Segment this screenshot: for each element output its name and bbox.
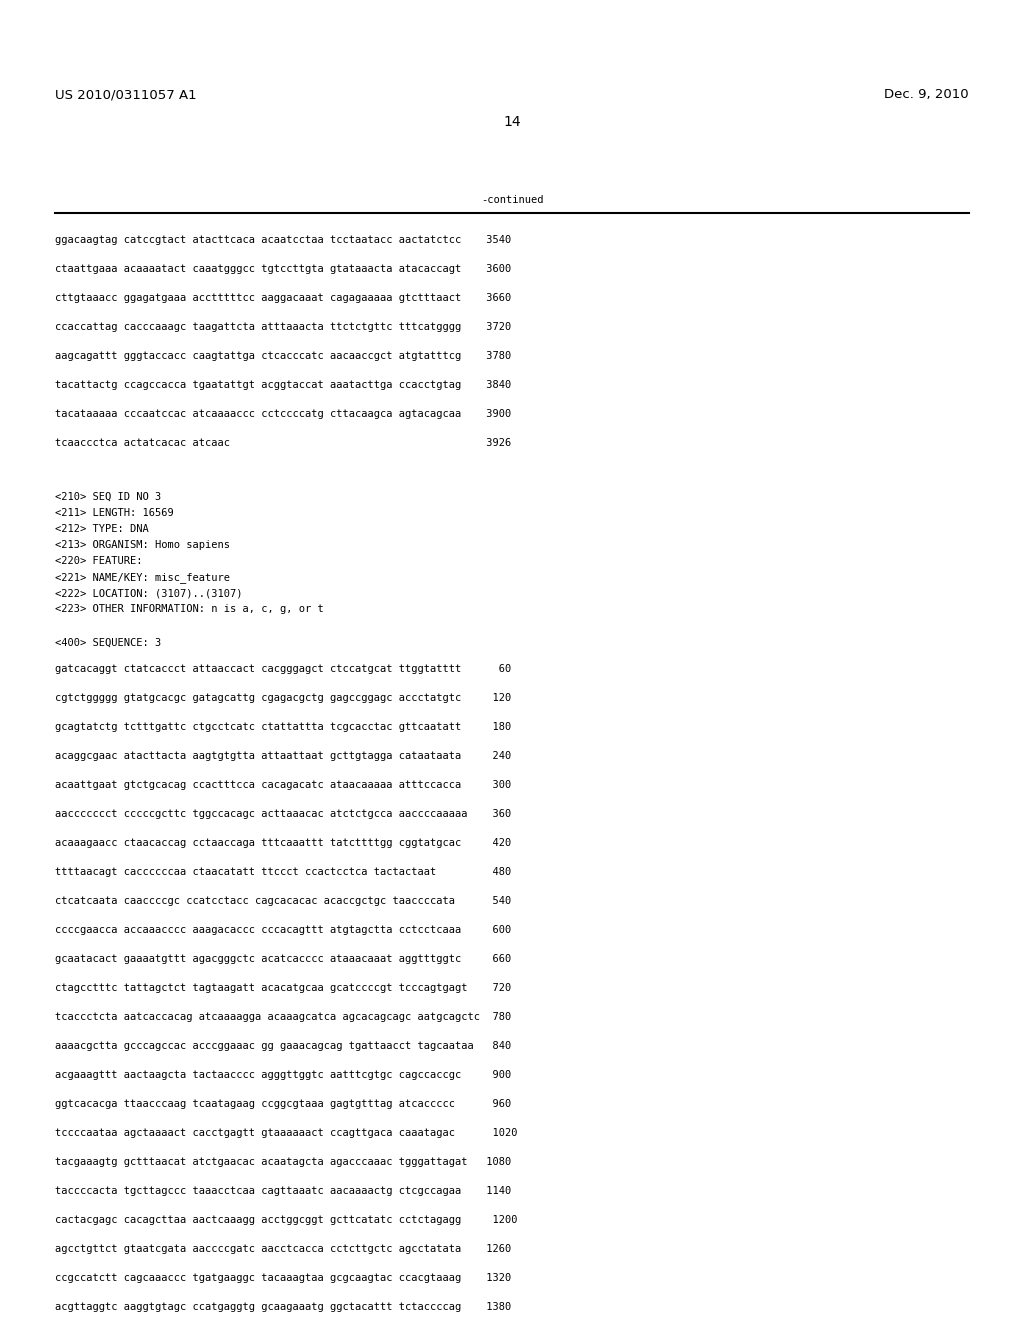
Text: <220> FEATURE:: <220> FEATURE: bbox=[55, 556, 142, 566]
Text: 14: 14 bbox=[503, 115, 521, 129]
Text: tacataaaaa cccaatccac atcaaaaccc cctccccatg cttacaagca agtacagcaa    3900: tacataaaaa cccaatccac atcaaaaccc cctcccc… bbox=[55, 409, 511, 418]
Text: US 2010/0311057 A1: US 2010/0311057 A1 bbox=[55, 88, 197, 102]
Text: tcaaccctca actatcacac atcaac                                         3926: tcaaccctca actatcacac atcaac 3926 bbox=[55, 438, 511, 447]
Text: Dec. 9, 2010: Dec. 9, 2010 bbox=[885, 88, 969, 102]
Text: <213> ORGANISM: Homo sapiens: <213> ORGANISM: Homo sapiens bbox=[55, 540, 230, 550]
Text: agcctgttct gtaatcgata aaccccgatc aacctcacca cctcttgctc agcctatata    1260: agcctgttct gtaatcgata aaccccgatc aacctca… bbox=[55, 1243, 511, 1254]
Text: cactacgagc cacagcttaa aactcaaagg acctggcggt gcttcatatc cctctagagg     1200: cactacgagc cacagcttaa aactcaaagg acctggc… bbox=[55, 1214, 517, 1225]
Text: <212> TYPE: DNA: <212> TYPE: DNA bbox=[55, 524, 148, 535]
Text: ccccgaacca accaaacccc aaagacaccc cccacagttt atgtagctta cctcctcaaa     600: ccccgaacca accaaacccc aaagacaccc cccacag… bbox=[55, 925, 511, 935]
Text: -continued: -continued bbox=[480, 195, 544, 205]
Text: <211> LENGTH: 16569: <211> LENGTH: 16569 bbox=[55, 508, 174, 517]
Text: <222> LOCATION: (3107)..(3107): <222> LOCATION: (3107)..(3107) bbox=[55, 587, 243, 598]
Text: ccaccattag cacccaaagc taagattcta atttaaacta ttctctgttc tttcatgggg    3720: ccaccattag cacccaaagc taagattcta atttaaa… bbox=[55, 322, 511, 333]
Text: aagcagattt gggtaccacc caagtattga ctcacccatc aacaaccgct atgtatttcg    3780: aagcagattt gggtaccacc caagtattga ctcaccc… bbox=[55, 351, 511, 360]
Text: <400> SEQUENCE: 3: <400> SEQUENCE: 3 bbox=[55, 638, 161, 648]
Text: cgtctggggg gtatgcacgc gatagcattg cgagacgctg gagccggagc accctatgtc     120: cgtctggggg gtatgcacgc gatagcattg cgagacg… bbox=[55, 693, 511, 704]
Text: aaccccccct cccccgcttc tggccacagc acttaaacac atctctgcca aaccccaaaaa    360: aaccccccct cccccgcttc tggccacagc acttaaa… bbox=[55, 809, 511, 818]
Text: <221> NAME/KEY: misc_feature: <221> NAME/KEY: misc_feature bbox=[55, 572, 230, 583]
Text: acgttaggtc aaggtgtagc ccatgaggtg gcaagaaatg ggctacattt tctaccccag    1380: acgttaggtc aaggtgtagc ccatgaggtg gcaagaa… bbox=[55, 1302, 511, 1312]
Text: ggtcacacga ttaacccaag tcaatagaag ccggcgtaaa gagtgtttag atcaccccc      960: ggtcacacga ttaacccaag tcaatagaag ccggcgt… bbox=[55, 1100, 511, 1109]
Text: tcaccctcta aatcaccacag atcaaaagga acaaagcatca agcacagcagc aatgcagctc  780: tcaccctcta aatcaccacag atcaaaagga acaaag… bbox=[55, 1012, 511, 1022]
Text: <223> OTHER INFORMATION: n is a, c, g, or t: <223> OTHER INFORMATION: n is a, c, g, o… bbox=[55, 605, 324, 614]
Text: ctagcctttc tattagctct tagtaagatt acacatgcaa gcatccccgt tcccagtgagt    720: ctagcctttc tattagctct tagtaagatt acacatg… bbox=[55, 983, 511, 993]
Text: tacgaaagtg gctttaacat atctgaacac acaatagcta agacccaaac tgggattagat   1080: tacgaaagtg gctttaacat atctgaacac acaatag… bbox=[55, 1158, 511, 1167]
Text: ggacaagtag catccgtact atacttcaca acaatcctaa tcctaatacc aactatctcc    3540: ggacaagtag catccgtact atacttcaca acaatcc… bbox=[55, 235, 511, 246]
Text: ccgccatctt cagcaaaccc tgatgaaggc tacaaagtaa gcgcaagtac ccacgtaaag    1320: ccgccatctt cagcaaaccc tgatgaaggc tacaaag… bbox=[55, 1272, 511, 1283]
Text: acaaagaacc ctaacaccag cctaaccaga tttcaaattt tatcttttgg cggtatgcac     420: acaaagaacc ctaacaccag cctaaccaga tttcaaa… bbox=[55, 838, 511, 847]
Text: tccccaataa agctaaaact cacctgagtt gtaaaaaact ccagttgaca caaatagac      1020: tccccaataa agctaaaact cacctgagtt gtaaaaa… bbox=[55, 1129, 517, 1138]
Text: ctaattgaaa acaaaatact caaatgggcc tgtccttgta gtataaacta atacaccagt    3600: ctaattgaaa acaaaatact caaatgggcc tgtcctt… bbox=[55, 264, 511, 275]
Text: <210> SEQ ID NO 3: <210> SEQ ID NO 3 bbox=[55, 492, 161, 502]
Text: acgaaagttt aactaagcta tactaacccc agggttggtc aatttcgtgc cagccaccgc     900: acgaaagttt aactaagcta tactaacccc agggttg… bbox=[55, 1071, 511, 1080]
Text: ctcatcaata caaccccgc ccatcctacc cagcacacac acaccgctgc taaccccata      540: ctcatcaata caaccccgc ccatcctacc cagcacac… bbox=[55, 896, 511, 906]
Text: taccccacta tgcttagccc taaacctcaa cagttaaatc aacaaaactg ctcgccagaa    1140: taccccacta tgcttagccc taaacctcaa cagttaa… bbox=[55, 1185, 511, 1196]
Text: gcaatacact gaaaatgttt agacgggctc acatcacccc ataaacaaat aggtttggtc     660: gcaatacact gaaaatgttt agacgggctc acatcac… bbox=[55, 954, 511, 964]
Text: acaggcgaac atacttacta aagtgtgtta attaattaat gcttgtagga cataataata     240: acaggcgaac atacttacta aagtgtgtta attaatt… bbox=[55, 751, 511, 762]
Text: tacattactg ccagccacca tgaatattgt acggtaccat aaatacttga ccacctgtag    3840: tacattactg ccagccacca tgaatattgt acggtac… bbox=[55, 380, 511, 389]
Text: cttgtaaacc ggagatgaaa acctttttcc aaggacaaat cagagaaaaa gtctttaact    3660: cttgtaaacc ggagatgaaa acctttttcc aaggaca… bbox=[55, 293, 511, 304]
Text: gatcacaggt ctatcaccct attaaccact cacgggagct ctccatgcat ttggtatttt      60: gatcacaggt ctatcaccct attaaccact cacggga… bbox=[55, 664, 511, 675]
Text: aaaacgctta gcccagccac acccggaaac gg gaaacagcag tgattaacct tagcaataa   840: aaaacgctta gcccagccac acccggaaac gg gaaa… bbox=[55, 1041, 511, 1051]
Text: acaattgaat gtctgcacag ccactttcca cacagacatc ataacaaaaa atttccacca     300: acaattgaat gtctgcacag ccactttcca cacagac… bbox=[55, 780, 511, 789]
Text: ttttaacagt caccccccaa ctaacatatt ttccct ccactcctca tactactaat         480: ttttaacagt caccccccaa ctaacatatt ttccct … bbox=[55, 867, 511, 876]
Text: gcagtatctg tctttgattc ctgcctcatc ctattattta tcgcacctac gttcaatatt     180: gcagtatctg tctttgattc ctgcctcatc ctattat… bbox=[55, 722, 511, 733]
